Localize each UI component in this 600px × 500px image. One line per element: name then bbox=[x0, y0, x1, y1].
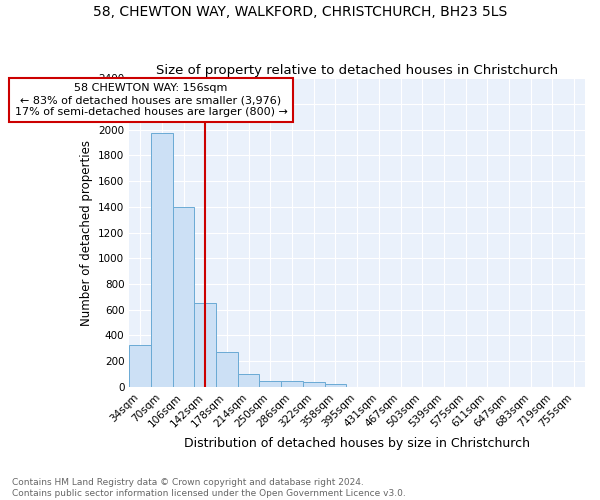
Text: 58, CHEWTON WAY, WALKFORD, CHRISTCHURCH, BH23 5LS: 58, CHEWTON WAY, WALKFORD, CHRISTCHURCH,… bbox=[93, 5, 507, 19]
X-axis label: Distribution of detached houses by size in Christchurch: Distribution of detached houses by size … bbox=[184, 437, 530, 450]
Bar bbox=[303, 382, 325, 387]
Title: Size of property relative to detached houses in Christchurch: Size of property relative to detached ho… bbox=[156, 64, 558, 77]
Bar bbox=[216, 352, 238, 387]
Bar bbox=[129, 345, 151, 387]
Y-axis label: Number of detached properties: Number of detached properties bbox=[80, 140, 92, 326]
Bar bbox=[194, 304, 216, 387]
Bar bbox=[238, 374, 259, 387]
Text: Contains HM Land Registry data © Crown copyright and database right 2024.
Contai: Contains HM Land Registry data © Crown c… bbox=[12, 478, 406, 498]
Text: 58 CHEWTON WAY: 156sqm
← 83% of detached houses are smaller (3,976)
17% of semi-: 58 CHEWTON WAY: 156sqm ← 83% of detached… bbox=[14, 84, 287, 116]
Bar bbox=[259, 380, 281, 387]
Bar bbox=[281, 381, 303, 387]
Bar bbox=[325, 384, 346, 387]
Bar bbox=[173, 207, 194, 387]
Bar bbox=[151, 133, 173, 387]
